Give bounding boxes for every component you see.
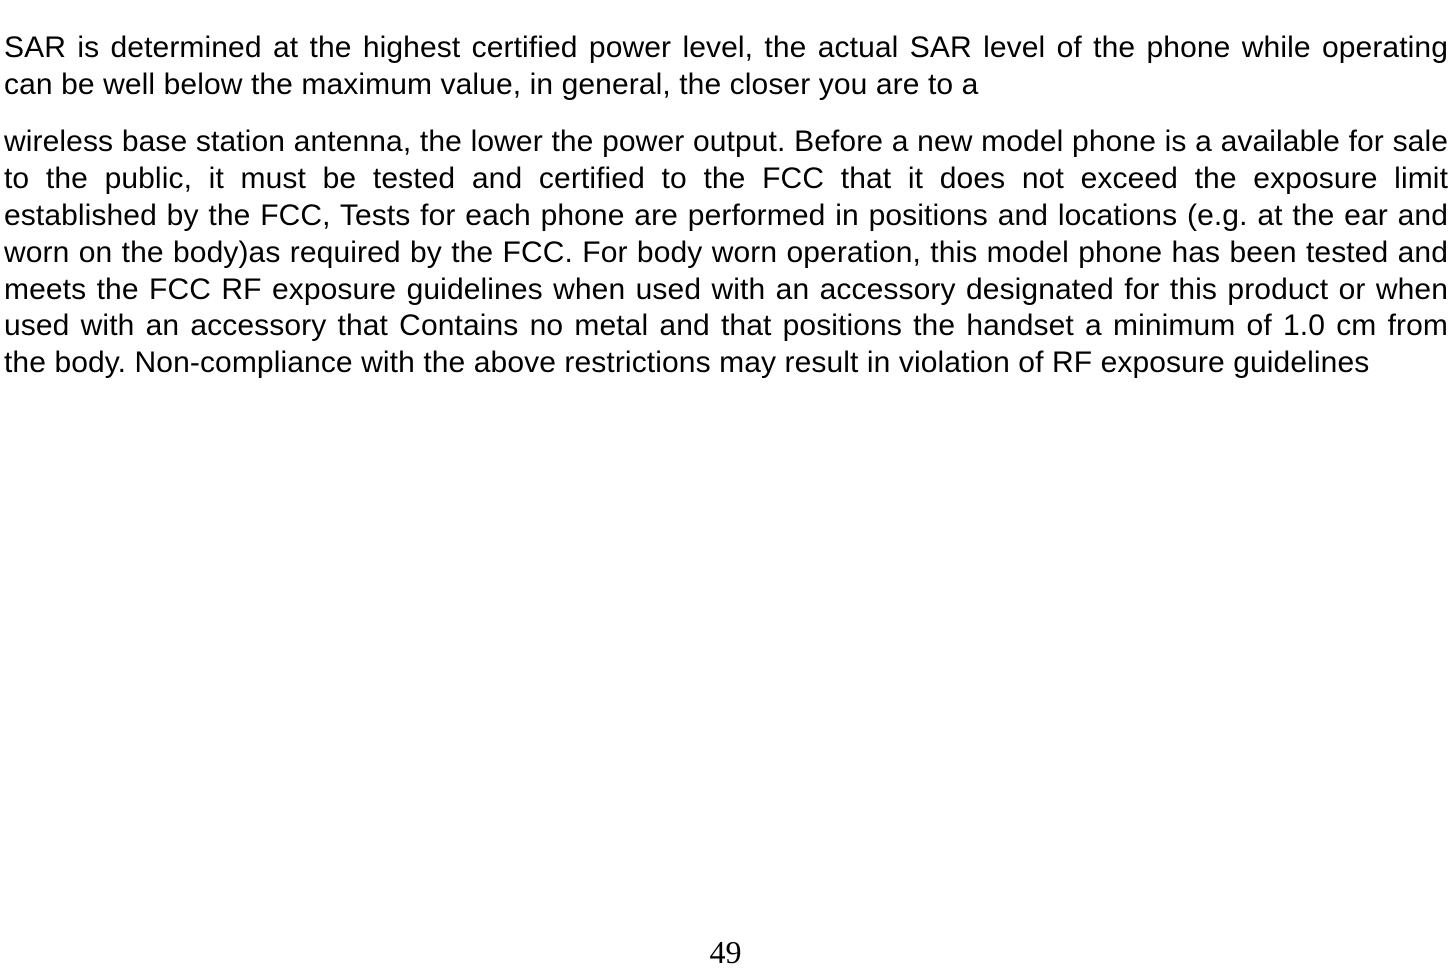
document-page: SAR is determined at the highest certifi… <box>0 0 1451 979</box>
body-paragraph-1: SAR is determined at the highest certifi… <box>4 30 1448 104</box>
page-number: 49 <box>0 934 1451 971</box>
body-paragraph-2: wireless base station antenna, the lower… <box>4 124 1448 382</box>
